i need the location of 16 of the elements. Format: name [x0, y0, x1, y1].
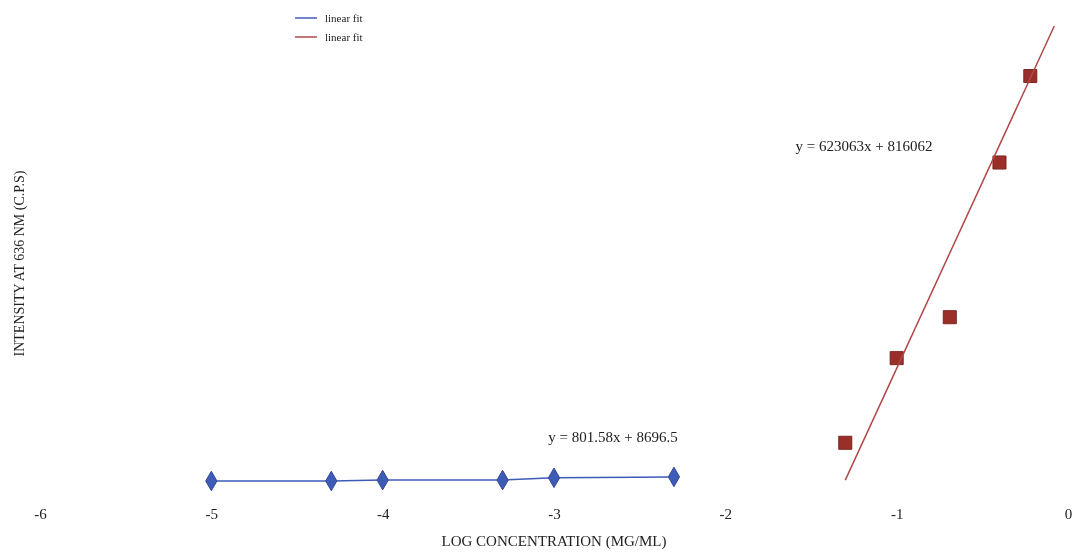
- x-tick-label: -5: [205, 505, 219, 522]
- x-tick-label: -4: [376, 505, 390, 522]
- point: [992, 155, 1007, 170]
- x-tick-label: -6: [34, 505, 48, 522]
- annotation: y = 801.58x + 8696.5: [548, 429, 678, 445]
- legend-label: linear fit: [325, 12, 363, 24]
- x-tick-label: -3: [548, 505, 561, 522]
- point: [942, 310, 957, 325]
- x-tick-label: -2: [719, 505, 733, 522]
- x-tick-label: 0: [1064, 505, 1073, 522]
- point: [838, 435, 853, 450]
- legend-label: linear fit: [325, 31, 363, 43]
- y-axis-title: INTENSITY AT 636 NM (C.P.S): [12, 170, 28, 357]
- annotation: y = 623063x + 816062: [795, 138, 933, 154]
- x-axis-title: LOG CONCENTRATION (MG/ML): [441, 533, 667, 550]
- x-tick-label: -1: [890, 505, 904, 522]
